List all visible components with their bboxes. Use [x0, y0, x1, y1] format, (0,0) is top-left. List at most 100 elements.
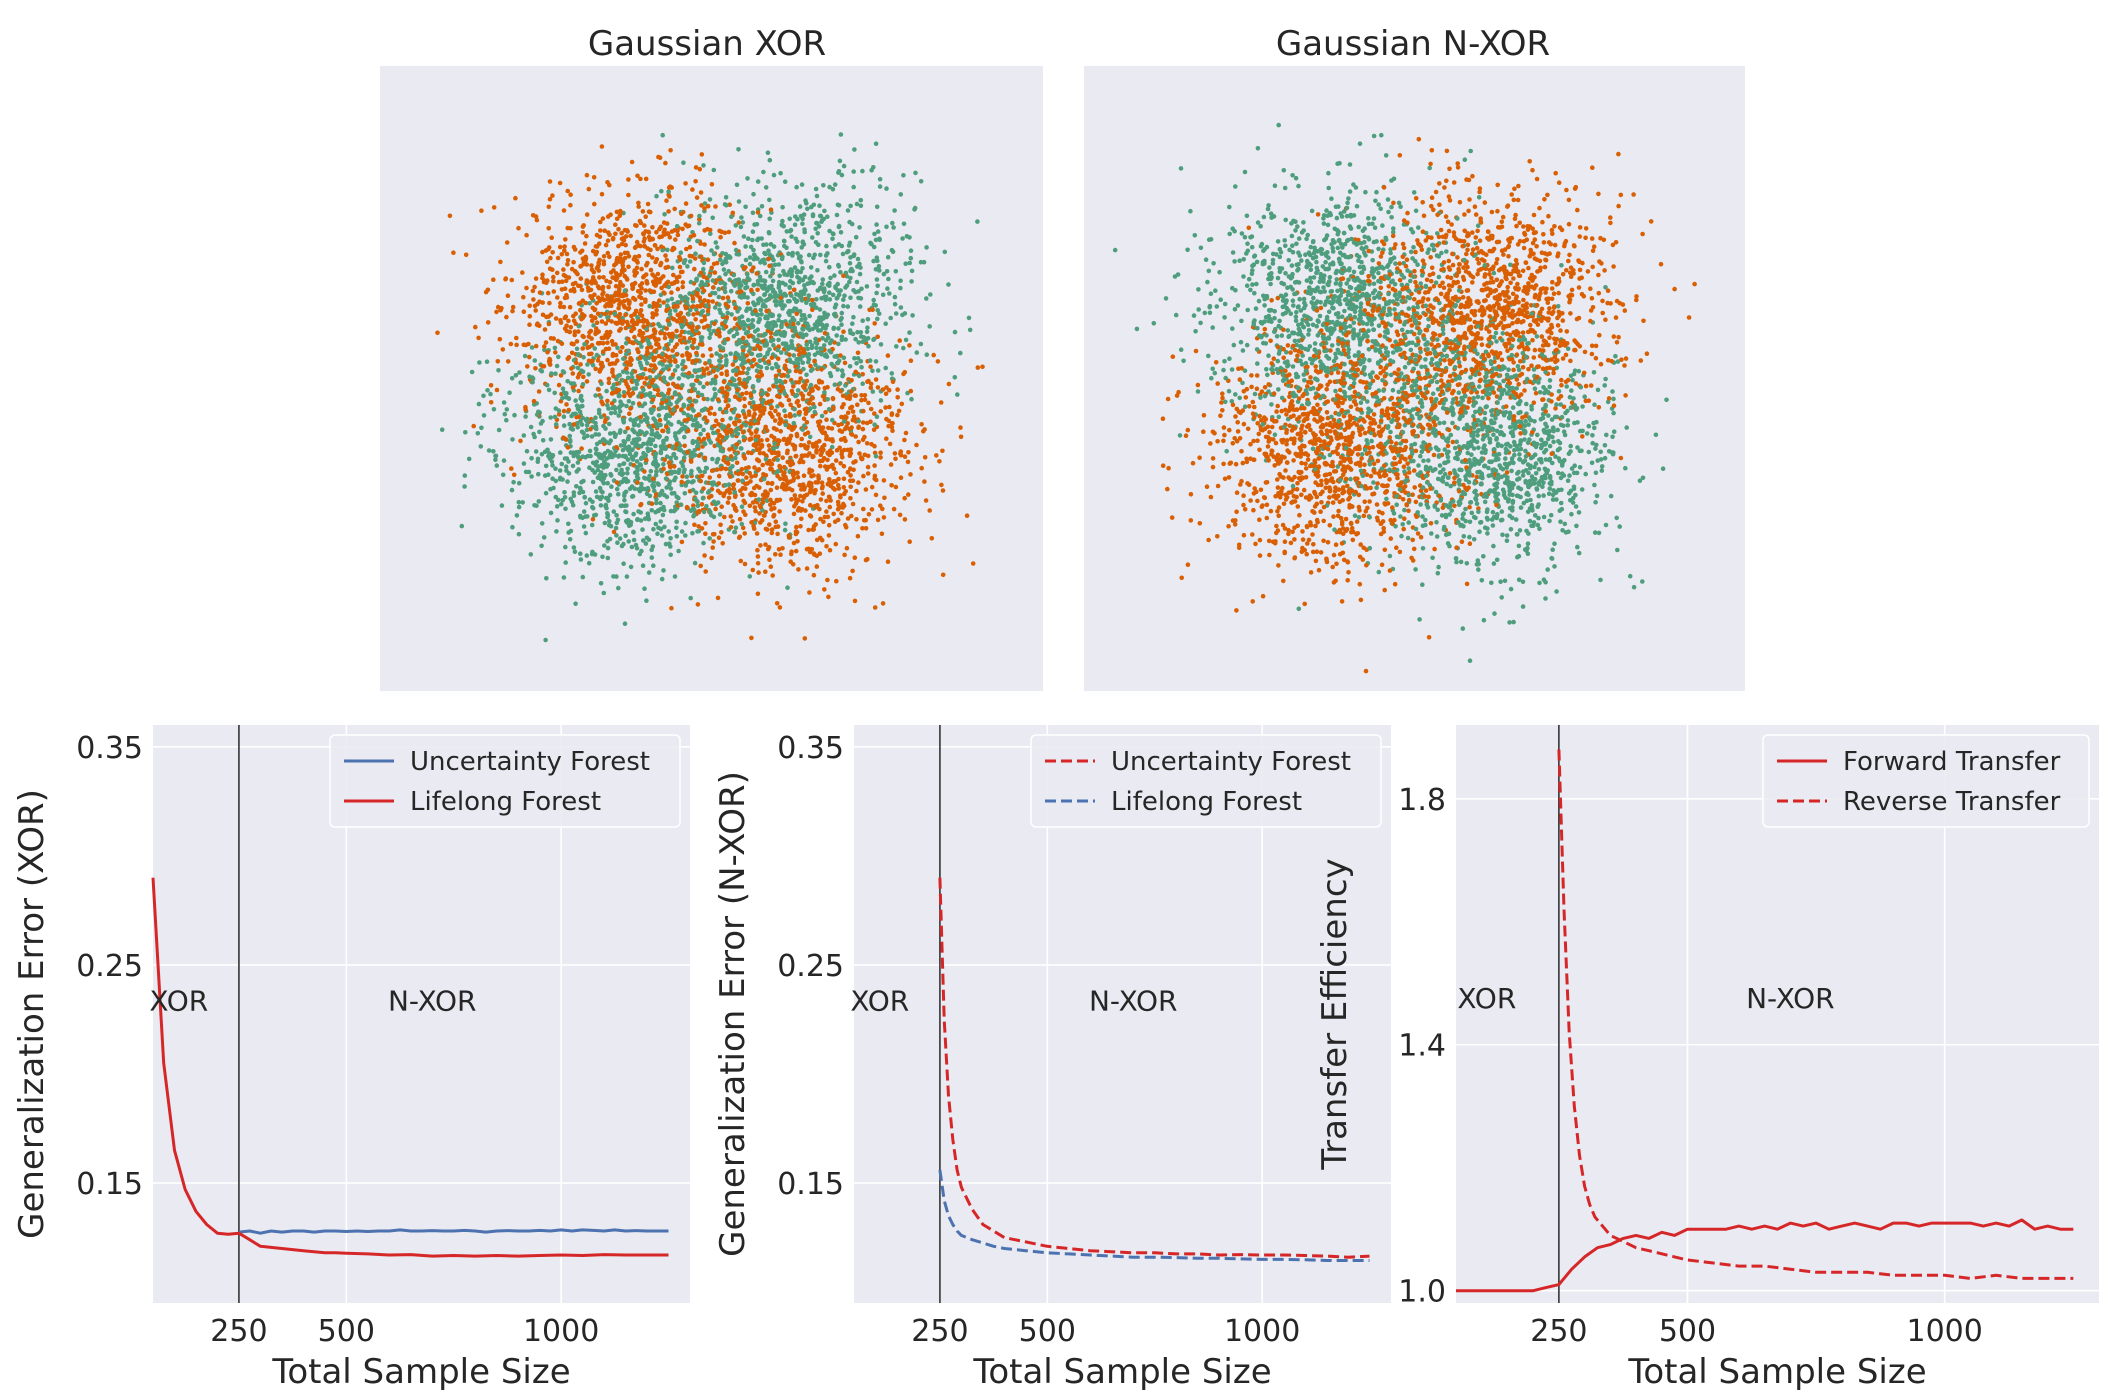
- scatter-point-green: [710, 456, 715, 462]
- scatter-point-green: [750, 318, 756, 323]
- scatter-point-orange: [914, 442, 919, 448]
- scatter-point-green: [550, 463, 555, 468]
- scatter-point-green: [757, 274, 763, 280]
- scatter-point-orange: [559, 341, 565, 347]
- scatter-point-green: [685, 412, 690, 418]
- scatter-point-orange: [547, 300, 552, 306]
- scatter-point-orange: [651, 322, 656, 327]
- scatter-point-green: [773, 302, 779, 308]
- scatter-point-green: [901, 221, 907, 227]
- scatter-point-green: [581, 509, 587, 514]
- scatter-point-orange: [642, 469, 647, 474]
- scatter-point-green: [790, 253, 795, 258]
- scatter-point-green: [707, 335, 712, 341]
- scatter-point-green: [836, 224, 842, 230]
- scatter-point-orange: [527, 354, 532, 360]
- scatter-point-orange: [669, 290, 674, 295]
- scatter-point-orange: [738, 558, 744, 564]
- scatter-point-green: [819, 352, 824, 357]
- scatter-point-green: [893, 269, 899, 274]
- scatter-point-orange: [807, 590, 812, 595]
- scatter-point-orange: [631, 256, 637, 262]
- scatter-point-orange: [709, 182, 715, 187]
- scatter-point-green: [597, 485, 603, 491]
- scatter-point-green: [524, 448, 530, 454]
- scatter-point-green: [629, 447, 635, 453]
- scatter-point-green: [630, 427, 635, 433]
- scatter-point-green: [782, 391, 788, 397]
- scatter-point-orange: [632, 334, 637, 340]
- scatter-point-green: [730, 433, 735, 438]
- scatter-point-orange: [728, 525, 734, 530]
- scatter-point-orange: [592, 201, 597, 207]
- scatter-point-green: [765, 350, 770, 355]
- scatter-point-orange: [666, 387, 672, 393]
- scatter-point-green: [707, 327, 712, 333]
- scatter-point-green: [832, 182, 838, 187]
- scatter-point-green: [691, 382, 696, 388]
- scatter-point-orange: [548, 336, 554, 341]
- scatter-point-green: [595, 467, 601, 473]
- scatter-point-green: [549, 371, 554, 376]
- scatter-point-orange: [728, 427, 734, 433]
- scatter-point-orange: [576, 283, 581, 289]
- scatter-point-orange: [675, 385, 681, 390]
- scatter-point-green: [588, 453, 593, 459]
- scatter-point-green: [469, 369, 475, 375]
- scatter-point-orange: [694, 350, 699, 356]
- scatter-point-orange: [794, 311, 799, 317]
- scatter-point-orange: [618, 349, 623, 355]
- scatter-point-green: [814, 341, 820, 346]
- scatter-point-orange: [634, 223, 639, 229]
- scatter-point-orange: [711, 368, 716, 374]
- scatter-point-green: [621, 561, 626, 566]
- scatter-point-green: [593, 446, 599, 452]
- scatter-point-orange: [908, 358, 914, 364]
- scatter-point-orange: [629, 159, 635, 165]
- scatter-point-orange: [568, 324, 574, 330]
- scatter-point-green: [649, 410, 654, 416]
- scatter-point-green: [596, 411, 602, 416]
- scatter-point-orange: [558, 300, 563, 306]
- scatter-point-orange: [567, 329, 573, 335]
- scatter-point-orange: [591, 269, 597, 275]
- scatter-panel-gaussian-nxor: Gaussian N-XOR: [1084, 24, 1745, 691]
- scatter-point-green: [775, 457, 780, 463]
- scatter-point-green: [491, 407, 497, 412]
- scatter-point-green: [847, 219, 852, 225]
- scatter-point-orange: [797, 459, 802, 465]
- scatter-point-orange: [792, 446, 797, 452]
- scatter-point-green: [830, 363, 836, 368]
- scatter-point-orange: [789, 427, 795, 433]
- scatter-point-green: [815, 231, 820, 236]
- scatter-point-green: [695, 529, 700, 534]
- scatter-point-orange: [590, 248, 596, 254]
- scatter-point-green: [837, 158, 843, 164]
- scatter-point-orange: [747, 428, 752, 433]
- scatter-point-green: [655, 481, 660, 486]
- scatter-point-orange: [866, 400, 871, 406]
- scatter-point-orange: [780, 455, 785, 461]
- scatter-point-green: [616, 585, 621, 591]
- scatter-point-green: [560, 386, 566, 392]
- scatter-point-green: [614, 513, 619, 518]
- scatter-point-green: [593, 512, 599, 518]
- scatter-point-green: [863, 338, 869, 343]
- scatter-point-orange: [566, 407, 572, 413]
- scatter-point-green: [544, 382, 550, 388]
- scatter-point-green: [840, 373, 845, 379]
- scatter-point-orange: [852, 555, 858, 560]
- scatter-point-green: [813, 186, 819, 192]
- scatter-point-orange: [740, 471, 746, 477]
- scatter-point-orange: [854, 517, 859, 522]
- scatter-point-green: [656, 525, 661, 531]
- scatter-point-orange: [620, 345, 625, 350]
- scatter-point-green: [847, 279, 852, 285]
- scatter-point-green: [672, 507, 678, 513]
- scatter-point-green: [782, 238, 787, 244]
- scatter-point-green: [607, 536, 613, 542]
- scatter-point-orange: [769, 480, 775, 486]
- scatter-point-green: [769, 283, 774, 289]
- scatter-point-green: [511, 479, 516, 485]
- scatter-point-orange: [723, 324, 729, 330]
